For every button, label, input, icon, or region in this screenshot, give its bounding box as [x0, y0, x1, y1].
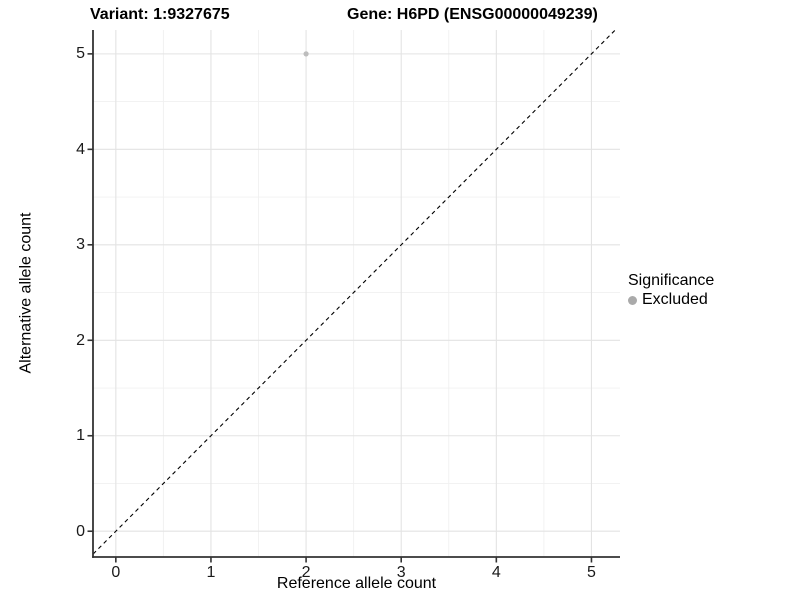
x-axis-title: Reference allele count — [276, 575, 437, 592]
y-tick-label: 0 — [76, 522, 85, 540]
x-tick-label: 2 — [301, 564, 311, 581]
y-tick-label: 1 — [76, 427, 85, 445]
x-tick-label: 3 — [396, 564, 406, 581]
identity-line — [93, 30, 617, 555]
legend-item-label: Excluded — [642, 291, 708, 308]
gridlines-major — [93, 30, 620, 557]
legend-item-excluded: Excluded — [628, 291, 714, 309]
legend-point-icon — [628, 295, 637, 305]
plot-title-gene: Gene: H6PD (ENSG00000049239) — [347, 6, 598, 23]
legend: Significance Excluded — [628, 271, 714, 309]
axis-lines — [92, 30, 620, 558]
data-point — [303, 51, 309, 57]
plot-title-variant: Variant: 1:9327675 — [90, 6, 230, 23]
y-tick-label: 3 — [76, 236, 85, 254]
legend-title: Significance — [628, 272, 715, 289]
y-axis-title: Alternative allele count — [17, 212, 35, 374]
x-tick-label: 5 — [587, 564, 596, 581]
x-tick-label: 4 — [491, 564, 501, 581]
y-tick-label: 5 — [76, 45, 85, 63]
tick-marks — [87, 53, 593, 563]
data-layer — [93, 30, 617, 555]
x-tick-label: 1 — [206, 564, 216, 581]
gridlines-minor — [93, 30, 620, 557]
x-tick-label: 0 — [111, 564, 121, 581]
y-tick-label: 4 — [76, 140, 85, 158]
y-tick-label: 2 — [76, 331, 85, 349]
